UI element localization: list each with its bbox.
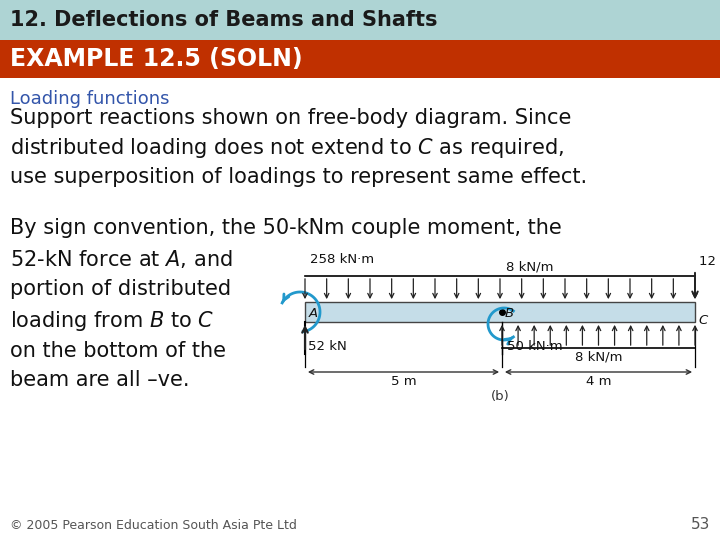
Text: 53: 53: [690, 517, 710, 532]
Text: 8 kN/m: 8 kN/m: [506, 261, 554, 274]
Text: 8 kN/m: 8 kN/m: [575, 351, 622, 364]
Text: 52 kN: 52 kN: [308, 340, 347, 353]
Text: By sign convention, the 50-kNm couple moment, the
52-kN force at $A$, and
portio: By sign convention, the 50-kNm couple mo…: [10, 218, 562, 390]
Text: (b): (b): [490, 390, 509, 403]
Text: 5 m: 5 m: [391, 375, 416, 388]
Text: 258 kN·m: 258 kN·m: [310, 253, 374, 266]
Text: 12 kN: 12 kN: [699, 255, 720, 268]
Text: $C$: $C$: [698, 314, 709, 327]
Text: © 2005 Pearson Education South Asia Pte Ltd: © 2005 Pearson Education South Asia Pte …: [10, 519, 297, 532]
Text: 4 m: 4 m: [586, 375, 611, 388]
Bar: [0, 40, 720, 78]
Text: $B$: $B$: [504, 307, 514, 320]
Text: Loading functions: Loading functions: [10, 90, 169, 108]
Text: $A$: $A$: [308, 307, 319, 320]
Text: Support reactions shown on free-body diagram. Since
distributed loading does not: Support reactions shown on free-body dia…: [10, 108, 587, 187]
Text: EXAMPLE 12.5 (SOLN): EXAMPLE 12.5 (SOLN): [10, 47, 302, 71]
Text: 12. Deflections of Beams and Shafts: 12. Deflections of Beams and Shafts: [10, 10, 438, 30]
Bar: [305, 302, 695, 322]
Text: 50 kN·m: 50 kN·m: [507, 340, 562, 353]
Bar: [0, 0, 720, 40]
